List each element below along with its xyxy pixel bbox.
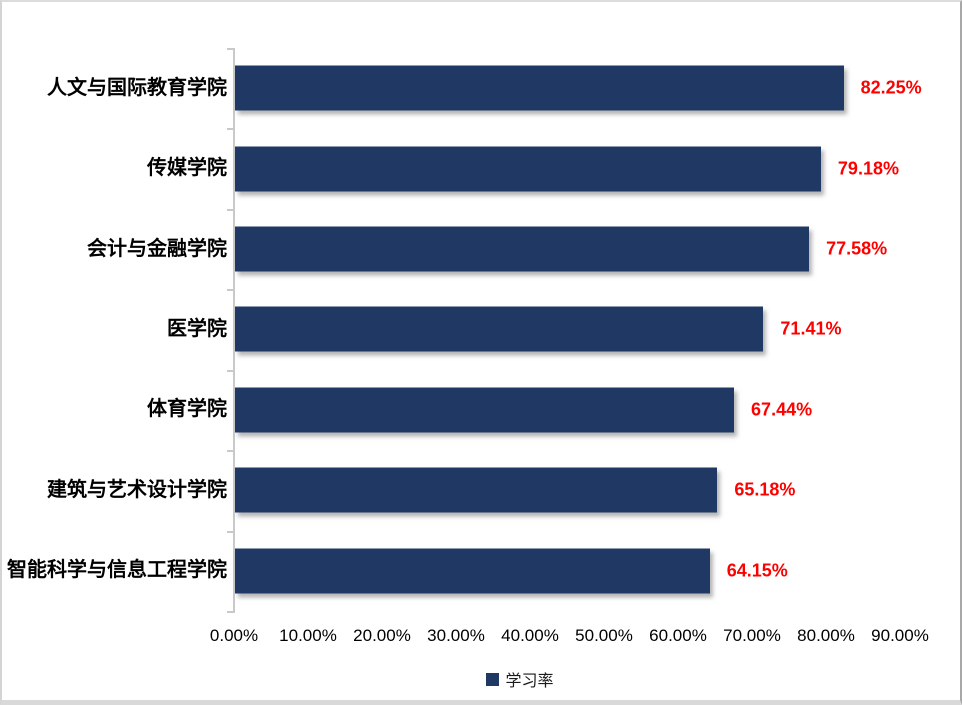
chart-row: 医学院 71.41% <box>2 289 960 369</box>
legend-swatch-icon <box>486 672 500 686</box>
x-tick-label: 60.00% <box>649 626 707 645</box>
y-axis-tick <box>227 369 235 372</box>
category-label: 智能科学与信息工程学院 <box>7 559 227 582</box>
chart-row: 人文与国际教育学院 82.25% <box>2 48 960 128</box>
data-label: 65.18% <box>734 479 796 500</box>
data-label: 67.44% <box>751 399 813 420</box>
data-label: 79.18% <box>837 158 899 179</box>
data-label: 71.41% <box>780 318 842 339</box>
bar-track: 71.41% <box>235 289 960 369</box>
x-axis-tick-labels: 0.00% 10.00% 20.00% 30.00% 40.00% 50.00% 60.00… <box>2 626 960 648</box>
bar-track: 77.58% <box>235 209 960 289</box>
x-tick-label: 10.00% <box>279 626 337 645</box>
bar-track: 82.25% <box>235 48 960 128</box>
x-tick-label: 30.00% <box>427 626 485 645</box>
bar-track: 65.18% <box>235 450 960 530</box>
y-axis-line <box>233 48 235 613</box>
y-axis-tick <box>227 530 235 533</box>
data-label: 77.58% <box>826 238 888 259</box>
bar-track: 64.15% <box>235 531 960 611</box>
x-tick-label: 40.00% <box>501 626 559 645</box>
category-label: 会计与金融学院 <box>87 237 227 260</box>
bar <box>235 226 810 272</box>
chart-row: 传媒学院 79.18% <box>2 128 960 208</box>
y-axis-tick <box>227 208 235 211</box>
chart-row: 体育学院 67.44% <box>2 370 960 450</box>
category-label: 医学院 <box>167 317 227 340</box>
bar-track: 67.44% <box>235 370 960 450</box>
x-tick-label: 0.00% <box>209 626 259 645</box>
bar <box>235 467 718 513</box>
category-label: 人文与国际教育学院 <box>47 76 227 99</box>
bar-rows: 人文与国际教育学院 82.25% 传媒学院 79.18% 会计与金融学院 77.58% 医学… <box>2 48 960 611</box>
bar <box>235 306 764 352</box>
y-axis-tick <box>227 128 235 131</box>
category-label: 体育学院 <box>147 398 227 421</box>
chart-row: 智能科学与信息工程学院 64.15% <box>2 531 960 611</box>
y-axis-tick <box>227 289 235 292</box>
bar <box>235 65 844 111</box>
x-tick-label: 70.00% <box>723 626 781 645</box>
x-tick-label: 20.00% <box>353 626 411 645</box>
chart-row: 建筑与艺术设计学院 65.18% <box>2 450 960 530</box>
y-axis-tick <box>227 48 235 50</box>
chart-row: 会计与金融学院 77.58% <box>2 209 960 289</box>
y-axis-tick <box>227 611 235 613</box>
category-label: 传媒学院 <box>147 157 227 180</box>
x-tick-label: 90.00% <box>871 626 929 645</box>
bar <box>235 387 735 433</box>
bar <box>235 146 821 192</box>
x-tick-label: 50.00% <box>575 626 633 645</box>
bar-track: 79.18% <box>235 128 960 208</box>
legend-label: 学习率 <box>505 673 554 690</box>
data-label: 82.25% <box>860 77 922 98</box>
x-tick-label: 80.00% <box>797 626 855 645</box>
category-label: 建筑与艺术设计学院 <box>47 478 227 501</box>
bar <box>235 548 710 594</box>
y-axis-tick <box>227 450 235 453</box>
data-label: 64.15% <box>726 560 788 581</box>
legend: 学习率 <box>2 667 960 691</box>
